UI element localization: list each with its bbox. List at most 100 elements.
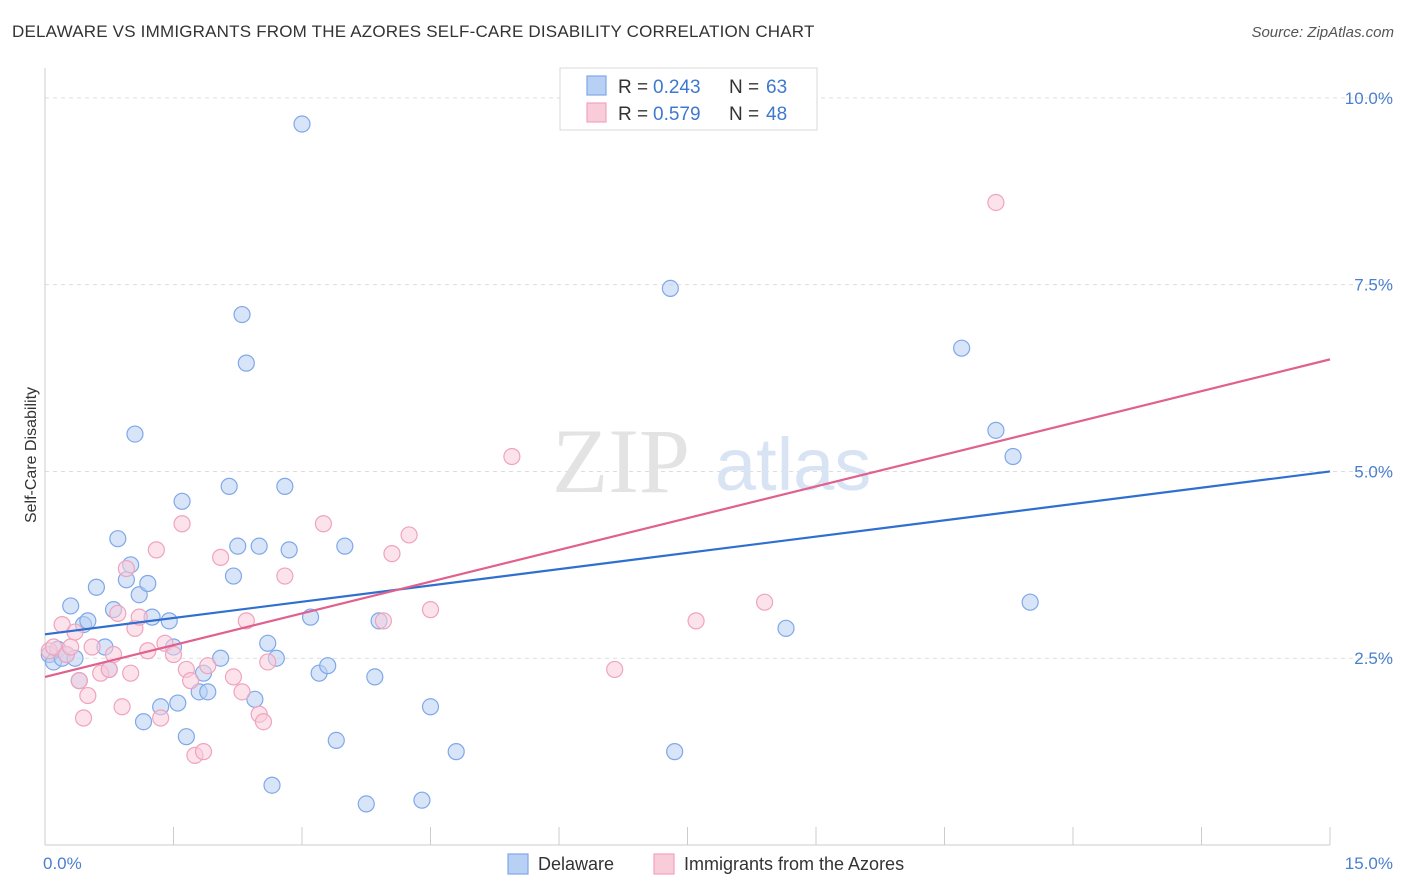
gridlines bbox=[45, 97, 1392, 659]
point-azores bbox=[44, 638, 63, 656]
source-label: Source: ZipAtlas.com bbox=[1251, 24, 1394, 41]
point-delaware bbox=[220, 477, 238, 495]
point-delaware bbox=[263, 776, 281, 794]
point-azores bbox=[122, 664, 140, 682]
point-delaware bbox=[1021, 593, 1039, 611]
series-legend: Delaware Immigrants from the Azores bbox=[507, 853, 904, 875]
trend-line-delaware bbox=[44, 470, 1331, 636]
point-azores bbox=[276, 567, 294, 585]
point-azores bbox=[254, 713, 273, 731]
point-azores bbox=[152, 709, 170, 727]
point-azores bbox=[233, 683, 251, 701]
point-delaware bbox=[953, 339, 971, 357]
y-tick-label: 10.0% bbox=[1345, 89, 1393, 108]
point-delaware bbox=[327, 731, 345, 750]
point-delaware bbox=[447, 743, 465, 761]
point-azores bbox=[74, 709, 93, 727]
legend-r-label-azores: R = bbox=[618, 104, 648, 125]
point-azores bbox=[374, 612, 392, 630]
point-delaware bbox=[366, 668, 384, 686]
point-azores bbox=[755, 593, 774, 611]
point-delaware bbox=[139, 574, 157, 593]
point-delaware bbox=[421, 698, 440, 716]
point-delaware bbox=[259, 634, 277, 652]
bottom-legend-swatch-delaware bbox=[507, 853, 529, 875]
watermark-atlas: atlas bbox=[715, 423, 871, 506]
point-delaware bbox=[160, 612, 178, 630]
point-azores bbox=[147, 541, 165, 559]
bottom-legend-label-azores: Immigrants from the Azores bbox=[684, 854, 904, 874]
y-axis-label: Self-Care Disability bbox=[23, 387, 40, 523]
point-azores bbox=[164, 645, 183, 664]
legend-swatch-azores bbox=[586, 102, 607, 123]
point-delaware bbox=[224, 567, 243, 585]
point-azores bbox=[62, 638, 80, 656]
point-delaware bbox=[199, 683, 217, 701]
point-delaware bbox=[280, 541, 298, 559]
point-azores bbox=[503, 447, 521, 466]
watermark: ZIP atlas bbox=[552, 410, 871, 512]
point-delaware bbox=[336, 537, 354, 555]
point-delaware bbox=[1004, 447, 1022, 466]
point-delaware bbox=[666, 743, 684, 761]
point-delaware bbox=[413, 791, 431, 809]
point-delaware bbox=[169, 694, 187, 712]
point-azores bbox=[314, 515, 333, 533]
legend-n-label-azores: N = bbox=[729, 104, 759, 125]
point-delaware bbox=[777, 619, 795, 637]
point-delaware bbox=[87, 578, 106, 596]
point-azores bbox=[194, 743, 213, 761]
point-delaware bbox=[177, 728, 195, 746]
point-azores bbox=[100, 660, 118, 679]
legend-r-label-delaware: R = bbox=[618, 77, 648, 98]
bottom-legend-label-delaware: Delaware bbox=[538, 854, 614, 874]
point-delaware bbox=[229, 537, 247, 555]
point-azores bbox=[79, 686, 97, 705]
legend-n-label-delaware: N = bbox=[729, 77, 759, 98]
chart-title: DELAWARE VS IMMIGRANTS FROM THE AZORES S… bbox=[12, 22, 815, 41]
watermark-zip: ZIP bbox=[552, 410, 690, 512]
point-delaware bbox=[134, 713, 153, 731]
point-delaware bbox=[173, 492, 191, 510]
x-tick-label-min: 0.0% bbox=[43, 854, 82, 873]
point-azores bbox=[383, 545, 401, 563]
point-azores bbox=[400, 526, 418, 544]
point-delaware bbox=[212, 649, 230, 667]
tick-labels: 2.5% 5.0% 7.5% 10.0% 0.0% 15.0% bbox=[43, 89, 1393, 873]
point-delaware bbox=[357, 795, 375, 813]
point-azores bbox=[259, 653, 277, 671]
point-delaware bbox=[293, 115, 311, 133]
point-azores bbox=[117, 559, 135, 578]
point-azores bbox=[109, 604, 127, 622]
point-delaware bbox=[233, 305, 251, 324]
point-azores bbox=[173, 515, 191, 533]
trend-lines bbox=[44, 358, 1331, 678]
point-azores bbox=[182, 672, 200, 690]
point-delaware bbox=[79, 612, 97, 630]
point-azores bbox=[687, 612, 705, 630]
point-delaware bbox=[987, 421, 1005, 439]
point-delaware bbox=[237, 354, 255, 372]
point-azores bbox=[212, 548, 230, 566]
point-delaware bbox=[250, 537, 268, 555]
legend-n-value-azores: 48 bbox=[766, 104, 787, 125]
point-delaware bbox=[319, 657, 337, 675]
legend-r-value-delaware: 0.243 bbox=[653, 77, 701, 98]
y-tick-label: 7.5% bbox=[1354, 276, 1393, 295]
trend-line-azores bbox=[44, 358, 1331, 678]
point-delaware bbox=[661, 279, 679, 297]
point-azores bbox=[199, 657, 217, 675]
point-delaware bbox=[126, 425, 144, 443]
point-azores bbox=[224, 668, 243, 686]
point-azores bbox=[237, 612, 255, 630]
point-delaware bbox=[276, 477, 294, 495]
point-azores bbox=[606, 660, 624, 679]
y-tick-label: 5.0% bbox=[1354, 462, 1393, 481]
point-azores bbox=[83, 638, 101, 656]
legend-r-value-azores: 0.579 bbox=[653, 104, 701, 125]
point-delaware bbox=[109, 530, 127, 548]
point-azores bbox=[113, 698, 131, 716]
axes bbox=[44, 68, 1331, 846]
correlation-legend: R = 0.243 N = 63 R = 0.579 N = 48 bbox=[559, 67, 818, 131]
